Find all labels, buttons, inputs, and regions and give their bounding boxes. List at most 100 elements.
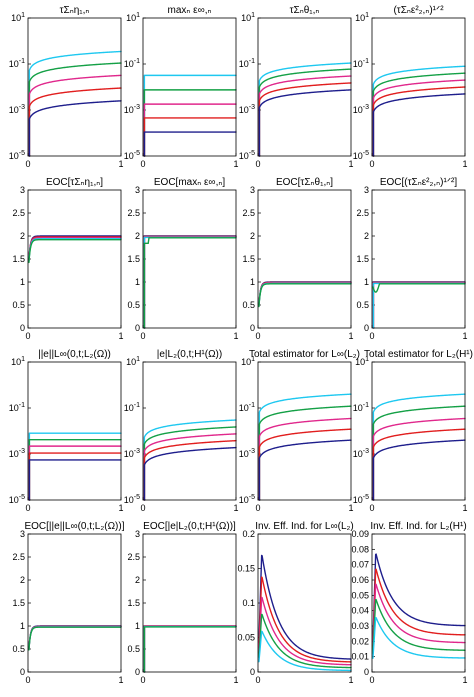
panel-title: Total estimator for L₂(H¹) [364, 349, 473, 360]
y-tick-label: 3 [20, 185, 25, 195]
y-tick-label: 10-1 [353, 402, 369, 413]
y-tick-label: 101 [126, 12, 140, 23]
y-tick-label: 10-1 [124, 402, 140, 413]
series-line-2 [28, 438, 122, 501]
chart-panel-5: EOC[τΣₙη₁,ₙ] 0 0.5 1 1.5 2 2.5 3 0 1 [12, 177, 123, 341]
y-tick-label: 0 [364, 667, 369, 677]
series-line-5 [28, 459, 122, 501]
y-tick-label: 2.5 [242, 208, 255, 218]
y-tick-label: 2 [135, 575, 140, 585]
x-tick-label: 0 [25, 331, 30, 341]
panel-title: maxₙ ε∞,ₙ [167, 5, 211, 16]
axes-frame [257, 17, 352, 157]
chart-panel-7: EOC[τΣₙθ₁,ₙ] 0 0.5 1 1.5 2 2.5 3 0 1 [242, 177, 353, 341]
y-tick-label: 0.05 [351, 590, 369, 600]
y-tick-label: 3 [250, 185, 255, 195]
x-tick-label: 1 [233, 675, 238, 685]
series-line-4 [143, 236, 237, 329]
y-tick-label: 0.04 [351, 606, 369, 616]
series-line-1 [258, 62, 352, 157]
panel-title: EOC[|e|L₂(0,t;H¹(Ω))] [143, 521, 236, 532]
series-line-1 [258, 393, 352, 501]
series-line-1 [372, 553, 466, 643]
y-tick-label: 0 [250, 667, 255, 677]
series-line-1 [143, 419, 237, 501]
y-tick-label: 101 [11, 12, 25, 23]
x-tick-label: 0 [255, 503, 260, 513]
y-tick-label: 101 [241, 12, 255, 23]
series-line-3 [143, 236, 237, 329]
y-tick-label: 0.03 [351, 621, 369, 631]
y-tick-label: 2.5 [127, 208, 140, 218]
y-tick-label: 10-5 [9, 494, 25, 505]
x-tick-label: 0 [140, 503, 145, 513]
axes-frame [27, 189, 122, 329]
series-line-4 [143, 439, 237, 501]
y-tick-label: 10-5 [124, 150, 140, 161]
y-tick-label: 0.5 [12, 644, 25, 654]
y-tick-label: 1 [364, 277, 369, 287]
series-line-5 [258, 89, 352, 157]
series-line-2 [28, 625, 122, 650]
series-line-3 [372, 79, 466, 157]
y-tick-label: 0.01 [351, 652, 369, 662]
series-line-1 [28, 625, 122, 650]
series-line-3 [258, 75, 352, 157]
y-tick-label: 1.5 [12, 598, 25, 608]
axes-frame [27, 361, 122, 501]
y-tick-label: 10-1 [124, 58, 140, 69]
y-tick-label: 1.5 [356, 254, 369, 264]
y-tick-label: 2 [20, 231, 25, 241]
y-tick-label: 0.09 [351, 529, 369, 539]
y-tick-label: 0 [20, 667, 25, 677]
series-line-5 [143, 446, 237, 501]
y-tick-label: 10-5 [239, 494, 255, 505]
series-line-1 [258, 554, 352, 660]
series-line-2 [28, 236, 122, 261]
y-tick-label: 0.07 [351, 560, 369, 570]
y-tick-label: 0 [135, 667, 140, 677]
y-tick-label: 10-5 [239, 150, 255, 161]
y-tick-label: 1.5 [12, 254, 25, 264]
chart-panel-11: Total estimator for L∞(L₂)10-510-310-110… [239, 349, 360, 513]
series-line-1 [258, 281, 352, 306]
panel-title: τΣₙθ₁,ₙ [290, 5, 320, 16]
series-line-3 [28, 445, 122, 501]
x-tick-label: 1 [118, 675, 123, 685]
y-tick-label: 0.5 [12, 300, 25, 310]
axes-frame [371, 361, 466, 501]
x-tick-label: 0 [140, 159, 145, 169]
y-tick-label: 0 [364, 323, 369, 333]
axes-frame [371, 17, 466, 157]
series-line-4 [258, 428, 352, 501]
x-tick-label: 1 [462, 675, 467, 685]
series-line-2 [258, 405, 352, 501]
series-line-5 [143, 626, 237, 673]
series-line-1 [28, 50, 122, 157]
chart-panel-14: EOC[|e|L₂(0,t;H¹(Ω))] 0 0.5 1 1.5 2 2.5 3 0 1 [127, 521, 238, 685]
series-line-4 [28, 238, 122, 263]
y-tick-label: 10-3 [353, 448, 369, 459]
y-tick-label: 10-3 [239, 448, 255, 459]
y-tick-label: 2 [250, 231, 255, 241]
series-line-1 [372, 65, 466, 157]
y-tick-label: 0.2 [242, 529, 255, 539]
series-line-5 [258, 283, 352, 308]
series-line-2 [372, 568, 466, 647]
panel-title: EOC[||e||L∞(0,t;L₂(Ω))] [24, 521, 124, 532]
axes-frame [142, 17, 237, 157]
y-tick-label: 1 [135, 621, 140, 631]
y-tick-label: 10-3 [9, 448, 25, 459]
x-tick-label: 0 [369, 675, 374, 685]
series-line-5 [143, 237, 237, 329]
y-tick-label: 3 [135, 185, 140, 195]
y-tick-label: 1 [20, 621, 25, 631]
axes-frame [142, 361, 237, 501]
x-tick-label: 0 [369, 331, 374, 341]
y-tick-label: 0.5 [127, 300, 140, 310]
y-tick-label: 2 [364, 231, 369, 241]
series-line-4 [372, 282, 466, 329]
